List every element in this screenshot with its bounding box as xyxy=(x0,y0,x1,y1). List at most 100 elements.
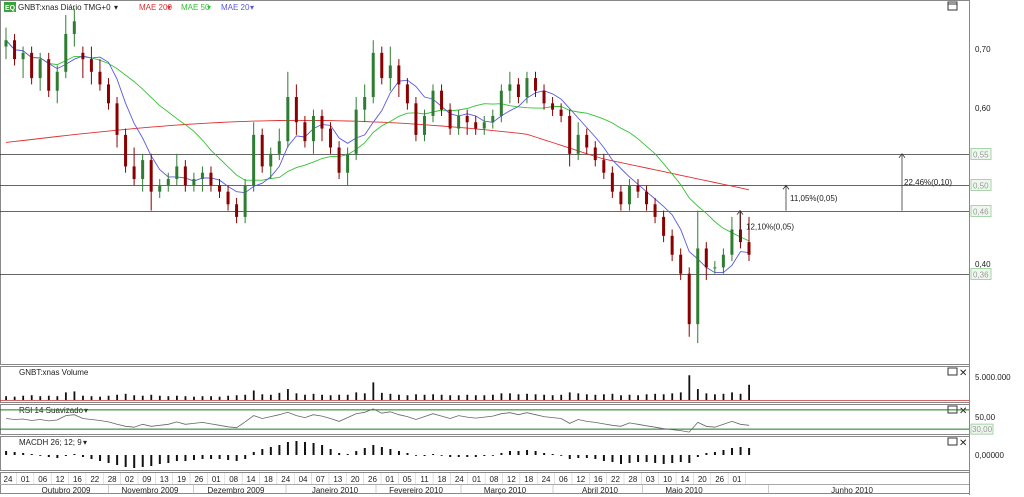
volume-bar xyxy=(82,395,84,400)
volume-close-icon[interactable]: ✕ xyxy=(959,368,967,379)
x-month-label: Março 2010 xyxy=(484,486,527,495)
candle-body xyxy=(98,71,102,85)
candle-body xyxy=(679,254,683,274)
candle-body xyxy=(465,115,469,123)
volume-bar xyxy=(483,395,486,400)
volume-bar xyxy=(637,395,639,400)
volume-bar xyxy=(99,396,101,400)
volume-bar xyxy=(534,394,537,400)
candle-body xyxy=(346,153,350,173)
volume-bar xyxy=(329,395,332,400)
x-tick-label: 01 xyxy=(733,475,742,484)
volume-bar xyxy=(124,393,127,400)
candle-body xyxy=(55,71,59,91)
rsi-close-icon[interactable]: ✕ xyxy=(959,406,967,417)
candle-body xyxy=(320,115,324,129)
macd-bar xyxy=(526,450,529,455)
macd-axis-label: 0,00000 xyxy=(975,451,1004,460)
candle-body xyxy=(81,52,85,60)
rsi-axis-label: 50,00 xyxy=(975,413,996,422)
x-tick-label: 18 xyxy=(524,475,533,484)
volume-bar xyxy=(491,394,494,400)
mae20-dropdown-icon[interactable]: ▾ xyxy=(250,3,254,12)
mae50-legend[interactable]: MAE 50 xyxy=(181,3,210,12)
price-tick-label: 0,70 xyxy=(975,45,991,54)
candle-body xyxy=(721,254,725,268)
macd-close-icon[interactable]: ✕ xyxy=(959,438,967,449)
mae20-legend[interactable]: MAE 20 xyxy=(221,3,250,12)
macd-bar xyxy=(722,450,725,455)
volume-bar xyxy=(321,394,323,400)
volume-bar xyxy=(312,393,315,400)
macd-bar xyxy=(611,455,614,462)
x-tick-label: 08 xyxy=(229,475,238,484)
candle-body xyxy=(645,191,649,205)
mae200-legend[interactable]: MAE 200 xyxy=(139,3,172,12)
candle-body xyxy=(474,122,478,129)
candle-body xyxy=(627,185,631,205)
macd-bar xyxy=(372,445,375,455)
volume-bar xyxy=(73,391,76,400)
volume-bar xyxy=(278,392,281,400)
symbol-dropdown-icon[interactable]: ▾ xyxy=(114,3,118,12)
volume-bar xyxy=(440,394,443,400)
x-tick-label: 11 xyxy=(420,475,429,484)
macd-window-icon[interactable] xyxy=(947,437,958,446)
candle-body xyxy=(72,21,76,34)
x-tick-label: 26 xyxy=(368,475,377,484)
mae200-line xyxy=(5,119,750,191)
volume-bar xyxy=(474,395,477,400)
candle-body xyxy=(457,115,461,129)
mae200-dropdown-icon[interactable]: ▾ xyxy=(167,3,171,12)
macd-dropdown-icon[interactable]: ▾ xyxy=(83,438,87,447)
macd-bar xyxy=(568,455,571,459)
candle-body xyxy=(747,242,751,255)
volume-bar xyxy=(13,396,16,400)
volume-title: GNBT:xnas Volume xyxy=(19,368,89,377)
volume-bar xyxy=(739,393,742,400)
candle-body xyxy=(363,97,367,110)
candle-body xyxy=(175,166,179,180)
volume-bar xyxy=(176,395,178,400)
macd-bar xyxy=(99,455,102,461)
macd-bar xyxy=(440,455,443,456)
level-tag-label: 0,50 xyxy=(973,182,989,191)
volume-bar xyxy=(150,394,153,400)
volume-axis-label: 5.000.000 xyxy=(975,373,1011,382)
macd-title[interactable]: MACDH 26; 12; 9 xyxy=(19,438,82,447)
measure-arrow xyxy=(736,209,744,215)
candle-body xyxy=(132,166,136,180)
rsi-dropdown-icon[interactable]: ▾ xyxy=(84,406,88,415)
volume-bar xyxy=(184,396,187,400)
candle-body xyxy=(499,90,503,116)
candle-body xyxy=(533,78,537,91)
macd-bar xyxy=(30,454,33,455)
x-tick-label: 28 xyxy=(108,475,117,484)
price-window-icon[interactable] xyxy=(947,1,958,11)
candle-body xyxy=(576,134,580,154)
x-tick-label: 03 xyxy=(646,475,655,484)
measure-arrow xyxy=(782,184,790,190)
mae50-dropdown-icon[interactable]: ▾ xyxy=(207,3,211,12)
macd-bar xyxy=(654,455,657,463)
candle-body xyxy=(653,204,657,217)
symbol-title[interactable]: GNBT:xnas Diário TMG+0 xyxy=(18,3,111,12)
x-tick-label: 01 xyxy=(472,475,481,484)
volume-bar xyxy=(731,392,733,400)
volume-window-icon[interactable] xyxy=(947,367,958,376)
volume-bar xyxy=(107,395,110,400)
candle-body xyxy=(388,65,392,79)
candle-body xyxy=(354,109,358,154)
macd-bar xyxy=(517,451,520,455)
candle-body xyxy=(738,229,742,243)
volume-bar xyxy=(141,395,144,400)
macd-bar xyxy=(107,455,110,463)
candle-body xyxy=(440,90,444,110)
candle-body xyxy=(30,52,34,79)
x-tick-label: 01 xyxy=(21,475,30,484)
candle-body xyxy=(551,103,555,110)
candle-body xyxy=(47,59,51,91)
rsi-title[interactable]: RSI 14 Suavizado xyxy=(19,406,84,415)
macd-bar xyxy=(619,455,622,464)
rsi-panel-frame xyxy=(0,404,970,435)
